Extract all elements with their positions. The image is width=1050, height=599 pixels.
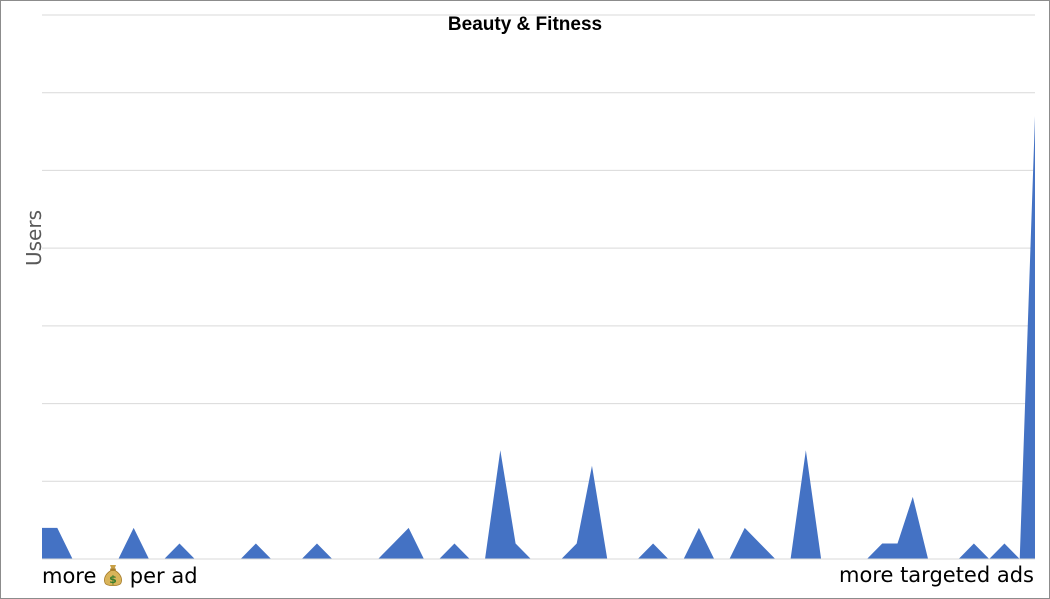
x-left-suffix: per ad xyxy=(129,564,198,588)
gridlines xyxy=(42,14,1035,482)
svg-text:$: $ xyxy=(109,573,117,586)
x-axis-right-label: more targeted ads xyxy=(839,563,1034,587)
money-bag-icon: $ xyxy=(103,563,123,592)
x-left-text: more xyxy=(42,564,97,588)
x-axis-left-label: more $ per ad xyxy=(42,563,198,592)
series-area xyxy=(42,116,1035,559)
chart-title: Beauty & Fitness xyxy=(447,14,603,35)
y-axis-label: Users xyxy=(22,209,46,267)
